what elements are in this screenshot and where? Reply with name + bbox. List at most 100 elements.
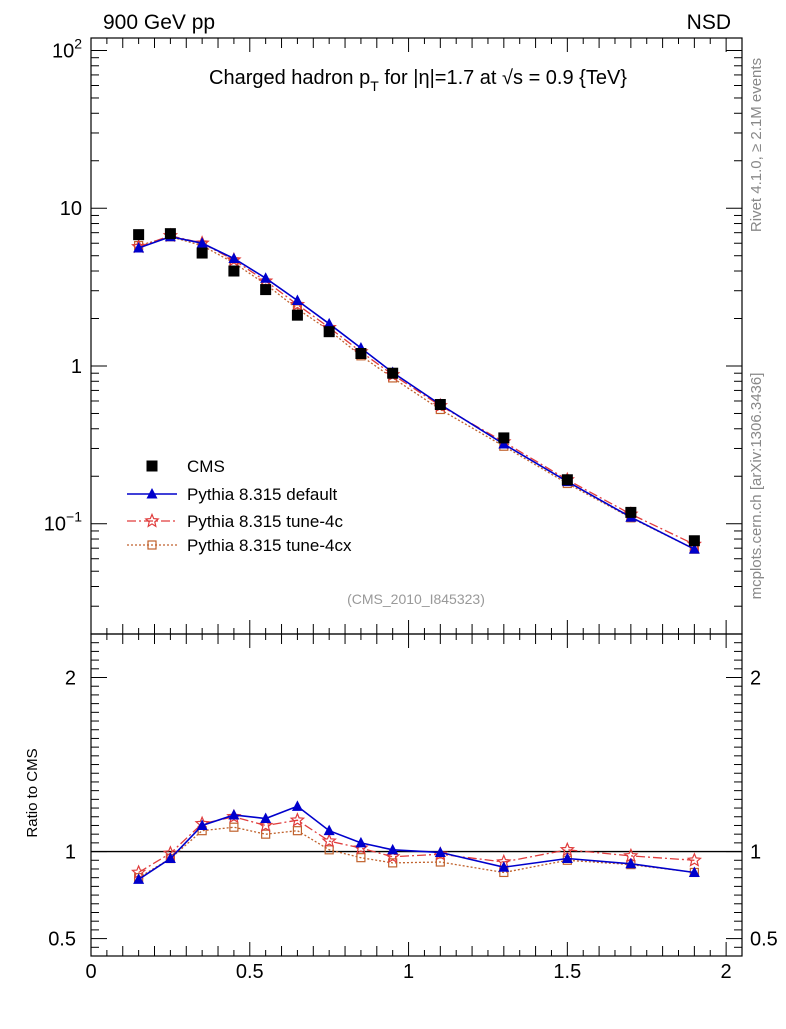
cms-data-point xyxy=(561,474,573,486)
y-tick-label-mantissa: 1 xyxy=(71,356,82,378)
ratio-y-tick-label: 1 xyxy=(65,842,76,864)
series-line-tune-4c xyxy=(138,816,695,874)
cms-data-point xyxy=(355,347,367,359)
cms-data-point xyxy=(688,535,700,547)
default-marker xyxy=(196,819,208,830)
cms-data-point xyxy=(164,228,176,240)
tune4cx-marker xyxy=(324,845,334,855)
tune4c-marker xyxy=(289,296,306,312)
mcplots-label: mcplots.cern.ch [arXiv:1306.3436] xyxy=(748,373,765,600)
default-marker xyxy=(498,861,510,872)
legend-label: Pythia 8.315 tune-4c xyxy=(187,512,343,531)
tune4cx-marker xyxy=(261,829,271,839)
plot-title: Charged hadron pT for |η|=1.7 at √s = 0.… xyxy=(209,67,627,94)
default-marker xyxy=(625,857,637,869)
rivet-label: Rivet 4.1.0, ≥ 2.1M events xyxy=(748,58,765,232)
cms-data-point xyxy=(434,398,446,410)
plot-title-rest: for |η|=1.7 at √s = 0.9 {TeV} xyxy=(379,67,628,89)
cms-data-point xyxy=(146,460,158,472)
default-marker xyxy=(434,846,446,857)
ratio-y-tick-label: 0.5 xyxy=(48,929,76,951)
header-right: NSD xyxy=(687,11,731,34)
main-plot-series xyxy=(131,227,702,554)
y-tick-label: 10−1 xyxy=(44,509,82,536)
series-line-default xyxy=(138,805,695,881)
y-tick-label-exponent: 2 xyxy=(74,35,82,51)
cms-data-point xyxy=(260,284,272,296)
default-marker xyxy=(228,252,240,264)
ratio-y-tick-label-right: 2 xyxy=(750,668,761,690)
y-tick-label-mantissa: 10 xyxy=(52,40,74,62)
default-marker xyxy=(164,852,176,864)
ratio-ylabel: Ratio to CMS xyxy=(24,748,41,837)
default-marker xyxy=(146,488,158,499)
default-marker xyxy=(561,852,573,864)
tune4c-marker xyxy=(258,817,274,832)
ratio-y-tick-label-right: 0.5 xyxy=(750,929,778,951)
default-marker xyxy=(323,317,335,329)
default-marker xyxy=(228,809,240,820)
tune4c-marker xyxy=(226,808,242,824)
y-tick-label: 10 xyxy=(60,198,82,220)
legend-label: Pythia 8.315 default xyxy=(187,485,338,504)
x-tick-label: 0.5 xyxy=(236,961,264,983)
tune4cx-marker xyxy=(292,826,303,836)
default-marker xyxy=(323,824,335,836)
default-marker xyxy=(196,237,208,248)
x-tick-label: 0 xyxy=(85,961,96,983)
ratio-plot-panel: 0.5 0.5 1 1 2 2 Ratio to CMS xyxy=(24,633,778,957)
default-marker xyxy=(688,866,700,877)
tune4c-marker xyxy=(321,833,337,848)
cms-data-point xyxy=(387,367,399,379)
cms-data-point xyxy=(291,309,303,321)
y-tick-label-mantissa: 10 xyxy=(44,514,66,536)
header-left: 900 GeV pp xyxy=(103,11,215,34)
series-line-default xyxy=(138,235,695,550)
cms-data-point xyxy=(323,326,335,338)
x-tick-label: 2 xyxy=(721,961,732,983)
series-line-tune-4cx xyxy=(138,826,695,879)
tune4c-marker xyxy=(385,848,401,864)
legend-label: CMS xyxy=(187,457,225,476)
ratio-y-tick-label: 2 xyxy=(65,668,76,690)
ratio-plot-series xyxy=(131,800,702,884)
cms-data-point xyxy=(196,247,208,259)
ratio-plot-frame xyxy=(90,633,743,957)
y-tick-label: 102 xyxy=(52,35,82,62)
ratio-y-tick-label-right: 1 xyxy=(750,842,761,864)
default-marker xyxy=(387,843,399,855)
default-marker xyxy=(291,800,303,811)
default-marker xyxy=(291,294,303,306)
tune4cx-marker xyxy=(147,540,157,550)
cms-data-point xyxy=(133,229,145,241)
cms-data-point xyxy=(625,506,637,518)
ratio-axis-ticks: 0.5 0.5 1 1 2 2 xyxy=(48,634,778,956)
tune4cx-marker xyxy=(388,858,398,868)
default-marker xyxy=(355,836,367,848)
y-tick-label-exponent: −1 xyxy=(66,509,82,525)
plot-title-subscript: T xyxy=(370,78,379,94)
default-marker xyxy=(133,241,145,253)
tune4cx-marker xyxy=(356,853,366,863)
default-marker xyxy=(688,543,700,554)
x-axis-labels: 0 0.5 1 1.5 2 xyxy=(85,961,731,983)
default-marker xyxy=(133,873,145,884)
cms-data-point xyxy=(498,432,510,444)
tune4cx-marker xyxy=(229,822,239,832)
analysis-tag: (CMS_2010_I845323) xyxy=(347,591,485,607)
legend-label: Pythia 8.315 tune-4cx xyxy=(187,536,352,555)
plot-title-main: Charged hadron p xyxy=(209,67,370,89)
tune4c-marker xyxy=(144,512,160,528)
default-marker xyxy=(260,272,272,283)
x-tick-label: 1.5 xyxy=(553,961,581,983)
tune4cx-marker xyxy=(435,857,445,867)
y-tick-label-mantissa: 10 xyxy=(60,198,82,220)
y-tick-label: 1 xyxy=(71,356,82,378)
default-marker xyxy=(260,812,272,823)
legend: CMS Pythia 8.315 default Pythia 8.315 tune… xyxy=(127,457,352,555)
tune4c-marker xyxy=(289,812,306,827)
tune4c-marker xyxy=(686,852,702,867)
